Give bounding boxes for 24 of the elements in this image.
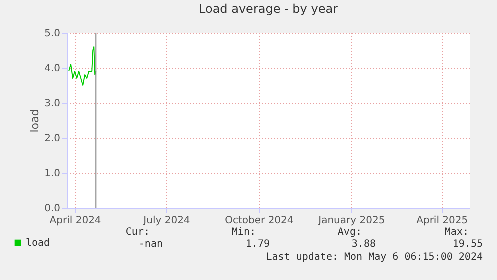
line-series — [68, 46, 97, 86]
text: Max: — [444, 227, 469, 238]
y-tick-label: 5.0 — [44, 28, 60, 40]
x-tick-label: January 2025 — [318, 216, 386, 226]
y-tick-label: 4.0 — [44, 64, 60, 74]
text: 19.55 — [452, 239, 483, 250]
text: 3.88 — [352, 239, 376, 250]
y-tick-label: 3.0 — [44, 98, 60, 110]
chart-title: Load average - by year — [199, 2, 338, 16]
text: -nan — [138, 239, 163, 250]
text: Cur: — [126, 227, 150, 238]
x-tick-label: October 2024 — [225, 216, 294, 226]
y-tick-label: 1.0 — [44, 168, 60, 180]
x-tick-label: April 2025 — [416, 216, 468, 226]
legend-label: load — [26, 238, 50, 249]
y-axis-title: load — [28, 109, 42, 133]
x-tick-label: April 2024 — [50, 216, 102, 226]
y-tick-label: 0.0 — [44, 204, 60, 214]
x-tick-label: July 2024 — [142, 216, 190, 226]
text: Min: — [232, 227, 256, 238]
text: 1.79 — [246, 239, 270, 250]
y-tick-label: 2.0 — [44, 134, 60, 144]
text: Avg: — [338, 227, 362, 238]
text: Last update: Mon May 6 06:15:00 2024 — [266, 252, 483, 263]
